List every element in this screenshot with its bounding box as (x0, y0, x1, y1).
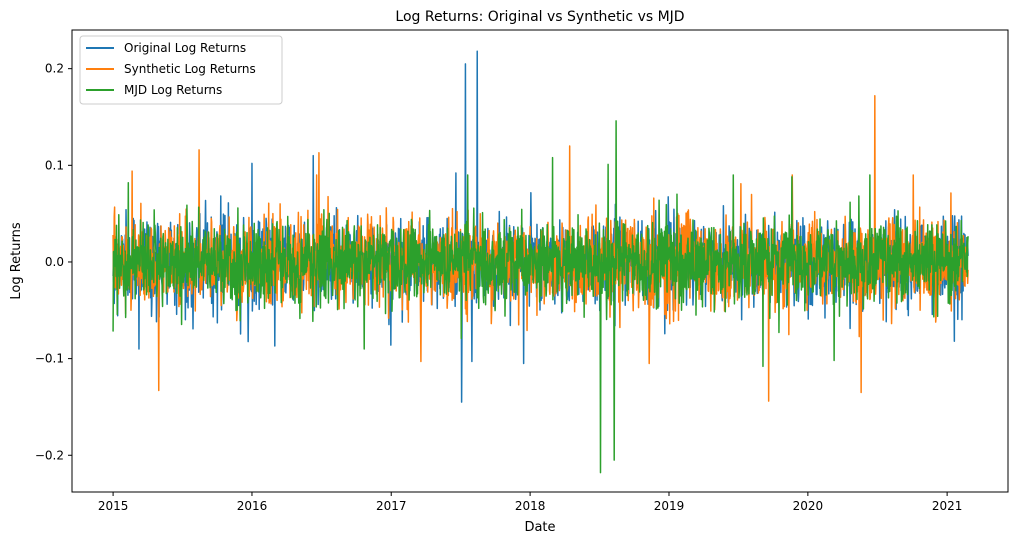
x-tick-label: 2019 (654, 499, 685, 513)
y-tick-label: 0.2 (45, 62, 64, 76)
series-line-3 (112, 120, 969, 474)
plot-frame (71, 29, 1009, 493)
x-tick-label: 2017 (376, 499, 407, 513)
x-tick-label: 2016 (237, 499, 268, 513)
y-tick-label: −0.2 (35, 448, 64, 462)
legend-label: Original Log Returns (124, 41, 246, 55)
legend: Original Log Returns Synthetic Log Return… (79, 35, 283, 105)
legend-label: Synthetic Log Returns (124, 62, 256, 76)
x-axis-label: Date (524, 520, 555, 535)
y-tick-label: 0.0 (45, 255, 64, 269)
y-axis: −0.2 −0.1 0.0 0.1 0.2 (35, 62, 72, 462)
x-tick-label: 2018 (515, 499, 546, 513)
plot-area (112, 50, 969, 474)
chart-title: Log Returns: Original vs Synthetic vs MJ… (395, 9, 684, 25)
x-tick-label: 2021 (932, 499, 963, 513)
x-axis: 2015 2016 2017 2018 2019 2020 2021 (98, 492, 963, 513)
x-tick-label: 2015 (98, 499, 129, 513)
x-tick-label: 2020 (793, 499, 824, 513)
legend-label: MJD Log Returns (124, 83, 222, 97)
y-tick-label: 0.1 (45, 158, 64, 172)
legend-box (79, 35, 283, 105)
y-tick-label: −0.1 (35, 352, 64, 366)
y-axis-label: Log Returns (9, 222, 24, 299)
